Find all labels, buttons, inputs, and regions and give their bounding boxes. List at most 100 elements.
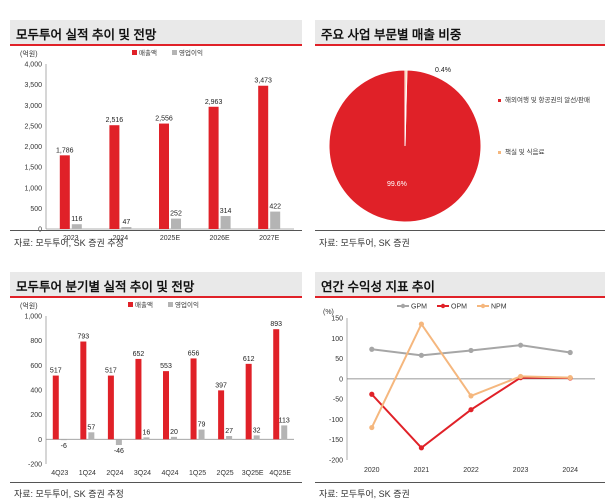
legend-marker-opm [440,303,446,309]
bar-op-income [121,227,132,229]
point-opm [369,391,375,397]
y-tick-label: 800 [30,338,42,345]
y-tick-label: -200 [329,458,343,465]
bar-op-income [281,425,288,440]
y-tick-label: -100 [329,417,343,424]
data-label-op-income: 57 [87,424,95,431]
point-opm [418,445,424,451]
legend-label-other: 책실 및 식음료 [505,147,545,156]
bar-sales [135,358,142,440]
panel-annual-results: 모두투어 실적 추이 및 전망 (억원)05001,0001,5002,0002… [10,20,302,255]
data-label-op-income: 314 [220,208,232,215]
y-axis-unit: (억원) [20,49,38,58]
legend-label-op-income: 영업이익 [179,48,203,57]
data-label-sales: 397 [215,382,227,389]
x-tick-label: 3Q24 [134,470,151,477]
data-label-op-income: 32 [253,427,261,434]
margin-line-chart: (%) -200 -150 -100 -50 0 50 100 150 2020 2021 2022 2… [323,303,595,474]
bar-sales [109,125,120,229]
legend-swatch-sales [132,50,137,55]
point-gpm [567,349,573,356]
point-npm [567,375,573,381]
y-tick-label: 500 [30,206,42,213]
point-npm [468,393,474,399]
data-label-sales: 652 [133,351,145,358]
legend-swatch-op-income [172,50,177,55]
x-tick-label: 2024 [562,467,578,474]
source-note: 자료: 모두투어, SK 증권 추정 [14,238,124,248]
data-label-op-income: 47 [123,219,131,226]
panel-header: 모두투어 분기별 실적 추이 및 전망 [10,272,302,298]
x-tick-label: 3Q25E [242,470,264,477]
panel-header: 연간 수익성 지표 추이 [315,272,605,298]
x-tick-label: 1Q24 [79,470,96,477]
data-label-sales: 517 [105,368,117,375]
bar-op-income [60,439,67,441]
y-tick-label: 200 [30,412,42,419]
bar-op-income [226,436,233,440]
data-label-sales: 517 [50,368,62,375]
y-tick-label: -50 [333,397,343,404]
x-tick-label: 4Q23 [51,470,68,477]
bar-sales [80,341,87,440]
y-tick-label: -150 [329,437,343,444]
data-label-sales: 2,963 [205,99,223,106]
data-label-sales: 553 [160,363,172,370]
legend-swatch-sales [128,302,133,307]
x-tick-label: 2Q25 [217,470,234,477]
x-tick-label: 2Q24 [106,470,123,477]
point-gpm [369,346,375,352]
bar-op-income [171,218,181,229]
source-note: 자료: 모두투어, SK 증권 추정 [14,489,124,499]
point-npm [518,373,524,380]
data-label-op-income: 79 [198,422,206,429]
bar-sales [258,85,269,229]
legend-label-sales: 매출액 [135,300,153,309]
x-tick-label: 2023 [513,467,529,474]
annual-bar-chart: (억원)05001,0001,5002,0002,5003,0003,5004,… [20,48,294,242]
point-gpm [468,347,474,354]
y-tick-label: 0 [339,376,343,383]
panel-margins: 연간 수익성 지표 추이 (%) -200 -150 -100 -50 0 50 100 150… [315,272,605,502]
x-tick-label: 1Q25 [189,470,206,477]
data-label-op-income: 252 [170,211,182,218]
data-label-sales: 3,473 [254,78,272,85]
legend-label-sales: 매출액 [139,48,157,57]
data-label-op-income: 422 [269,204,281,211]
y-tick-label: 3,500 [24,82,42,89]
legend-swatch-op-income [168,302,173,307]
data-label-op-income: 27 [225,428,233,435]
y-tick-label: 400 [30,388,42,395]
bar-op-income [198,429,205,440]
x-tick-label: 2026E [209,235,230,242]
legend-swatch-travel [498,99,501,102]
y-tick-label: 50 [335,356,343,363]
y-tick-label: 2,000 [24,144,42,151]
y-tick-label: 1,500 [24,165,42,172]
pie-slice-other [404,69,408,147]
panel-header: 모두투어 실적 추이 및 전망 [10,20,302,46]
bar-op-income [220,216,231,229]
bar-op-income [253,435,260,440]
panel-header: 주요 사업 부문별 매출 비중 [315,20,605,46]
point-npm [418,321,424,327]
pie-label-other: 0.4% [435,67,451,74]
source-divider [315,230,605,231]
data-label-sales: 656 [188,350,200,357]
legend-label-npm: NPM [491,304,507,311]
bar-sales [52,375,59,440]
point-gpm [518,342,524,348]
data-label-sales: 893 [270,321,282,328]
y-axis-unit: (%) [323,309,334,316]
x-tick-label: 4Q25E [269,470,291,477]
panel-title: 연간 수익성 지표 추이 [321,280,435,294]
panel-segment-share: 주요 사업 부문별 매출 비중 99.6% 0.4% 해외여행 및 항공권의 알선/… [315,20,605,255]
y-tick-label: -200 [28,462,42,469]
source-note: 자료: 모두투어, SK 증권 [319,489,410,499]
bar-op-income [171,436,177,440]
y-tick-label: 1,000 [24,314,42,321]
data-label-op-income: 16 [143,429,151,436]
y-tick-label: 150 [331,316,343,323]
data-label-op-income: 20 [170,429,178,436]
bar-op-income [115,439,122,446]
